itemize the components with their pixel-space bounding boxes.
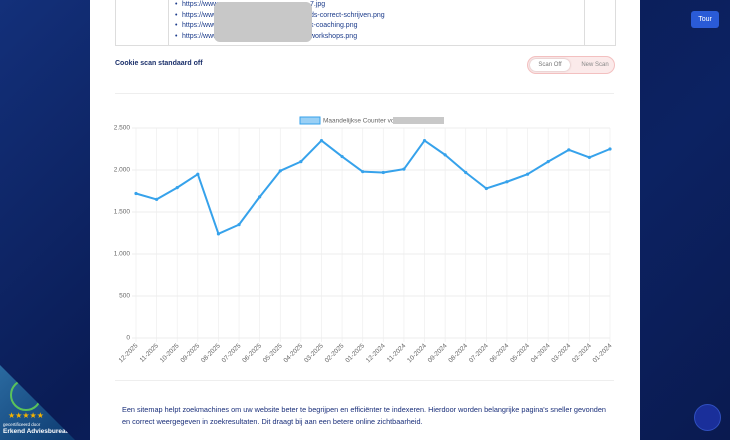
x-tick-label: 09-2024	[427, 342, 449, 364]
point	[299, 160, 303, 164]
redaction	[393, 117, 444, 124]
x-tick-label: 06-2024	[489, 342, 511, 364]
x-tick-label: 10-2025	[159, 342, 181, 364]
link-end[interactable]: k-coaching.png	[310, 22, 358, 29]
point	[196, 172, 200, 176]
link-start[interactable]: https://www	[182, 11, 219, 19]
x-tick-label: 05-2025	[262, 342, 284, 364]
legend-label: Maandelijkse Counter voor	[323, 118, 401, 125]
point	[546, 160, 550, 164]
legend-swatch	[299, 116, 321, 125]
point	[484, 186, 488, 191]
point	[464, 170, 468, 175]
point	[422, 139, 427, 143]
x-tick-label: 09-2025	[179, 342, 201, 364]
y-tick-label: 0	[126, 335, 130, 342]
redaction	[214, 2, 312, 42]
point	[155, 197, 159, 201]
stars: ★★★★★	[8, 411, 44, 420]
x-tick-label: 07-2025	[221, 342, 243, 364]
point	[505, 180, 509, 184]
bullet: •	[175, 11, 178, 19]
y-tick-label: 500	[119, 293, 130, 300]
x-tick-label: 02-2025	[324, 342, 346, 364]
x-tick-label: 01-2024	[592, 342, 614, 364]
point	[278, 169, 282, 173]
x-tick-label: 02-2024	[571, 342, 593, 364]
x-tick-label: 08-2024	[447, 342, 469, 364]
point	[258, 195, 262, 199]
bullet: •	[175, 1, 178, 8]
x-tick-label: 04-2025	[282, 342, 304, 364]
series-line	[135, 139, 611, 235]
x-tick-label: 10-2024	[406, 342, 428, 364]
x-tick-label: 07-2024	[468, 342, 490, 364]
bullet: •	[175, 22, 178, 29]
x-tick-label: 11-2025	[139, 342, 161, 364]
x-tick-label: 11-2024	[386, 342, 408, 364]
point	[237, 223, 241, 227]
point	[134, 191, 138, 196]
divider	[115, 380, 614, 381]
x-tick-label: 05-2024	[509, 342, 531, 364]
link-end[interactable]: ds-correct-schrijven.png	[310, 11, 385, 19]
x-tick-label: 08-2025	[200, 342, 222, 364]
scan-toggle[interactable]: Scan Off New Scan	[527, 56, 615, 74]
point	[319, 139, 324, 143]
x-tick-label: 06-2025	[241, 342, 263, 364]
point	[216, 232, 221, 236]
link-start[interactable]: https://www	[182, 1, 219, 8]
bullet: •	[175, 32, 178, 40]
col-line	[168, 0, 169, 45]
scan-off[interactable]: Scan Off	[530, 59, 570, 71]
x-tick-label: 03-2025	[303, 342, 325, 364]
x-tick-label: 12-2024	[365, 342, 387, 364]
point	[175, 186, 179, 190]
link-start[interactable]: https://www	[182, 32, 219, 40]
link-end[interactable]: 7.jpg	[310, 1, 326, 8]
description: Een sitemap helpt zoekmachines om uw web…	[122, 405, 606, 426]
divider	[115, 93, 614, 94]
point	[402, 167, 406, 171]
tour-button[interactable]: Tour	[691, 11, 719, 28]
x-tick-label: 04-2024	[530, 342, 552, 364]
point	[361, 170, 365, 174]
cookie-button[interactable]	[694, 404, 721, 431]
point	[608, 147, 612, 151]
link-start[interactable]: https://www	[182, 22, 219, 29]
point	[381, 170, 385, 175]
y-tick-label: 1.500	[114, 209, 131, 216]
x-tick-label: 12-2025	[118, 342, 140, 364]
x-tick-label: 01-2025	[344, 342, 366, 364]
point	[443, 153, 447, 157]
badge-bottom: Erkend Adviesbureau	[3, 428, 70, 435]
col-line	[584, 0, 585, 45]
y-tick-label: 2.500	[114, 125, 131, 132]
point	[587, 155, 591, 159]
point	[567, 148, 571, 152]
link-end[interactable]: workshops.png	[310, 32, 358, 40]
point	[525, 172, 530, 176]
y-tick-label: 1.000	[114, 251, 131, 258]
x-tick-label: 03-2024	[550, 342, 572, 364]
badge-top: gecertificeerd door	[3, 422, 41, 427]
point	[340, 154, 344, 159]
new-scan[interactable]: New Scan	[581, 62, 609, 68]
cookie-label: Cookie scan standaard off	[115, 60, 203, 67]
y-tick-label: 2.000	[114, 167, 131, 174]
link-table	[115, 0, 616, 46]
